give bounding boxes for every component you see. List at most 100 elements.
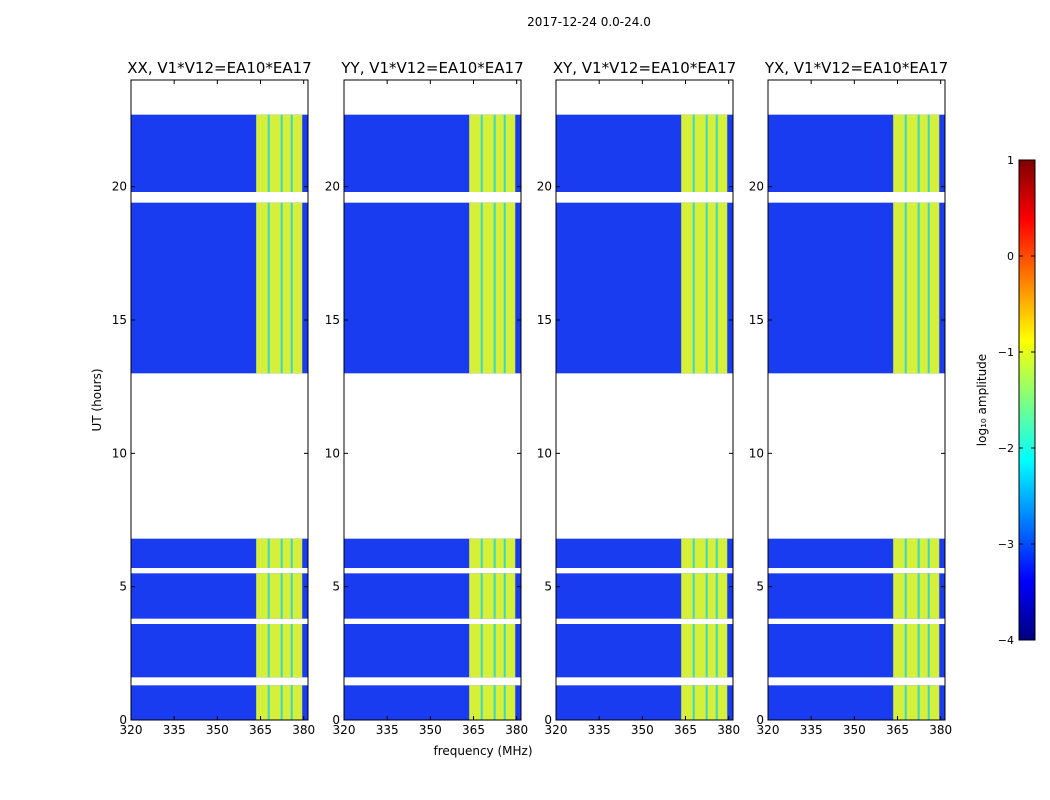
channel-stripe	[503, 685, 506, 720]
x-tick-label: 335	[376, 723, 399, 737]
channel-stripe	[715, 624, 718, 678]
panel-frame	[555, 79, 734, 721]
panel: YY, V1*V12=EA10*EA17 320 335 350 365 380 0 5 10 1…	[325, 59, 528, 737]
channel-stripe	[927, 624, 930, 678]
channel-stripe	[705, 202, 708, 374]
channel-stripe	[493, 573, 496, 619]
x-tick-label: 380	[717, 723, 740, 737]
channel-stripe	[480, 538, 483, 568]
y-tick-label: 5	[544, 580, 552, 594]
spectrogram-panels: XX, V1*V12=EA10*EA17 320 335 350 365 380 0 5 10 1…	[112, 59, 952, 737]
channel-stripe	[715, 573, 718, 619]
signal-band	[893, 114, 940, 192]
channel-stripe	[927, 202, 930, 374]
channel-stripe	[493, 685, 496, 720]
channel-stripe	[480, 114, 483, 192]
signal-band	[681, 685, 728, 720]
channel-stripe	[715, 538, 718, 568]
x-tick-label: 320	[120, 723, 143, 737]
channel-stripe	[480, 685, 483, 720]
signal-band	[256, 624, 303, 678]
signal-band	[893, 685, 940, 720]
channel-stripe	[290, 624, 293, 678]
colorbar-tick-label: −4	[998, 634, 1014, 647]
signal-band	[893, 202, 940, 374]
channel-stripe	[917, 538, 920, 568]
y-tick-label: 15	[325, 313, 340, 327]
channel-stripe	[280, 538, 283, 568]
signal-band	[681, 624, 728, 678]
signal-band	[681, 202, 728, 374]
channel-stripe	[503, 624, 506, 678]
channel-stripe	[267, 538, 270, 568]
channel-stripe	[904, 202, 907, 374]
channel-stripe	[267, 573, 270, 619]
signal-band	[893, 573, 940, 619]
x-tick-label: 335	[588, 723, 611, 737]
panel: YX, V1*V12=EA10*EA17 320 335 350 365 380 0 5 10 1…	[749, 59, 952, 737]
y-tick-label: 15	[112, 313, 127, 327]
panel-frame	[130, 79, 309, 721]
x-axis-label: frequency (MHz)	[433, 744, 532, 758]
panel-title: XY, V1*V12=EA10*EA17	[553, 59, 736, 77]
y-tick-label: 15	[749, 313, 764, 327]
channel-stripe	[917, 685, 920, 720]
signal-band	[469, 685, 516, 720]
y-tick-label: 10	[325, 446, 340, 460]
x-tick-label: 320	[545, 723, 568, 737]
channel-stripe	[267, 202, 270, 374]
signal-band	[256, 685, 303, 720]
channel-stripe	[692, 538, 695, 568]
panel-title: YY, V1*V12=EA10*EA17	[340, 59, 523, 77]
channel-stripe	[692, 573, 695, 619]
channel-stripe	[927, 114, 930, 192]
y-tick-label: 10	[112, 446, 127, 460]
signal-band	[469, 624, 516, 678]
panel-title: YX, V1*V12=EA10*EA17	[764, 59, 948, 77]
signal-band	[256, 538, 303, 568]
signal-band	[256, 573, 303, 619]
channel-stripe	[267, 685, 270, 720]
x-tick-label: 335	[800, 723, 823, 737]
channel-stripe	[904, 685, 907, 720]
x-tick-label: 320	[333, 723, 356, 737]
channel-stripe	[715, 202, 718, 374]
signal-band	[469, 538, 516, 568]
channel-stripe	[280, 624, 283, 678]
signal-band	[681, 573, 728, 619]
signal-band	[256, 202, 303, 374]
channel-stripe	[290, 685, 293, 720]
channel-stripe	[904, 114, 907, 192]
channel-stripe	[715, 685, 718, 720]
y-tick-label: 0	[332, 713, 340, 727]
signal-band	[469, 202, 516, 374]
signal-band	[893, 624, 940, 678]
channel-stripe	[267, 114, 270, 192]
y-axis-label: UT (hours)	[90, 368, 104, 431]
channel-stripe	[290, 202, 293, 374]
colorbar-tick-label: −1	[998, 346, 1014, 359]
channel-stripe	[927, 573, 930, 619]
channel-stripe	[917, 573, 920, 619]
panel-frame	[767, 79, 946, 721]
channel-stripe	[290, 538, 293, 568]
channel-stripe	[692, 202, 695, 374]
channel-stripe	[267, 624, 270, 678]
channel-stripe	[480, 624, 483, 678]
channel-stripe	[705, 624, 708, 678]
channel-stripe	[917, 202, 920, 374]
x-tick-label: 320	[757, 723, 780, 737]
channel-stripe	[705, 573, 708, 619]
colorbar-gradient	[1018, 159, 1036, 641]
channel-stripe	[493, 202, 496, 374]
channel-stripe	[290, 114, 293, 192]
y-tick-label: 15	[537, 313, 552, 327]
x-tick-label: 365	[249, 723, 272, 737]
channel-stripe	[715, 114, 718, 192]
x-tick-label: 350	[206, 723, 229, 737]
signal-band	[469, 573, 516, 619]
channel-stripe	[503, 202, 506, 374]
colorbar-tick-label: 0	[1007, 250, 1014, 263]
channel-stripe	[280, 573, 283, 619]
x-tick-label: 335	[163, 723, 186, 737]
